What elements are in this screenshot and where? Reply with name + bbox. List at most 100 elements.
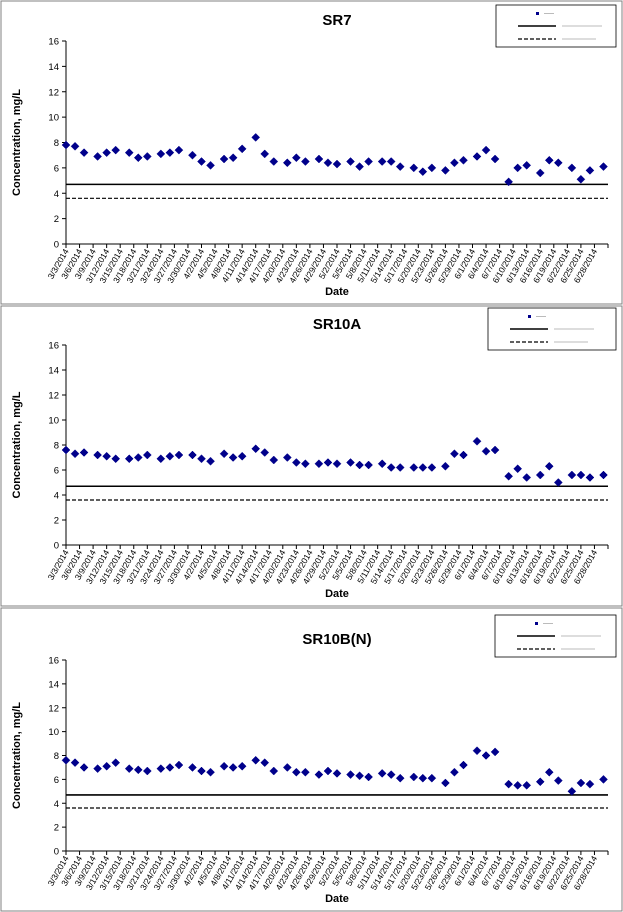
y-tick-label: 14 (48, 679, 59, 690)
data-point (197, 157, 206, 166)
data-point (355, 460, 364, 470)
data-point (459, 450, 468, 460)
data-point (156, 454, 166, 464)
data-point (102, 761, 112, 771)
data-point (228, 453, 238, 462)
y-tick-label: 0 (54, 240, 59, 251)
chart-panel-sr10b-n: SR10B(N) 0 2 4 6 8 10 12 14 16 Concentration, mg/L… (0, 607, 623, 912)
y-tick-label: 12 (48, 703, 59, 714)
data-point (142, 766, 152, 776)
data-point (323, 458, 333, 467)
data-point (395, 463, 405, 472)
data-point (251, 133, 261, 142)
y-tick-label: 6 (54, 775, 59, 786)
data-point (377, 459, 387, 469)
data-point (441, 166, 450, 175)
data-point (481, 145, 491, 155)
data-point (599, 775, 608, 784)
data-point (174, 145, 184, 155)
data-point (395, 162, 405, 171)
y-tick-label: 6 (54, 163, 59, 174)
data-point (165, 763, 175, 772)
data-point (346, 157, 355, 166)
data-point (124, 454, 134, 464)
data-point (260, 448, 270, 457)
data-point (93, 450, 102, 460)
data-point (79, 148, 89, 158)
data-point (111, 758, 121, 768)
data-point (386, 770, 396, 779)
data-point (450, 449, 459, 459)
data-point (567, 786, 577, 796)
y-tick-label: 8 (54, 751, 59, 762)
data-point (206, 767, 215, 777)
y-tick-label: 2 (54, 823, 59, 834)
data-point (585, 473, 595, 482)
y-tick-label: 14 (48, 366, 59, 377)
data-point (111, 454, 121, 464)
data-point (355, 162, 364, 171)
data-point (459, 760, 468, 770)
data-point (251, 755, 261, 765)
y-tick-label: 6 (54, 466, 59, 477)
data-point (111, 145, 121, 155)
data-point (79, 448, 89, 457)
data-point (314, 459, 324, 469)
data-point (409, 772, 419, 782)
data-point (386, 157, 396, 166)
chart-title: SR10B(N) (302, 631, 371, 648)
data-point (472, 152, 482, 161)
legend (494, 614, 617, 658)
data-point (386, 463, 396, 472)
data-point (291, 153, 301, 163)
data-point (237, 451, 247, 461)
data-point (124, 764, 134, 773)
data-point (553, 478, 563, 487)
data-point (206, 160, 215, 170)
data-point (377, 769, 387, 778)
data-point (197, 766, 206, 776)
chart-title: SR10A (313, 316, 362, 333)
data-point (188, 450, 197, 460)
data-point (260, 758, 270, 768)
data-point (219, 449, 229, 459)
y-tick-label: 4 (54, 491, 59, 502)
y-tick-label: 0 (54, 847, 59, 858)
data-point (441, 778, 450, 788)
data-point (490, 747, 500, 757)
data-point (165, 148, 175, 158)
data-point (291, 767, 301, 777)
data-point (61, 755, 71, 765)
data-point (93, 152, 102, 161)
data-point (301, 157, 310, 166)
data-point (174, 450, 184, 460)
y-tick-label: 0 (54, 541, 59, 552)
data-point (364, 157, 373, 166)
data-point (585, 779, 595, 789)
data-point (522, 473, 532, 482)
data-point (409, 163, 419, 173)
data-point (418, 167, 428, 177)
data-point (427, 163, 437, 173)
data-point (544, 767, 554, 777)
x-axis-title: Date (325, 588, 349, 600)
data-point (513, 163, 523, 173)
legend-marker-sample (536, 12, 539, 15)
y-tick-label: 12 (48, 391, 59, 402)
data-point (79, 763, 89, 772)
data-point (553, 776, 563, 785)
data-point (133, 453, 143, 462)
data-point (504, 177, 513, 187)
data-point (522, 160, 532, 170)
data-point (544, 461, 554, 471)
data-point (567, 163, 577, 173)
data-point (377, 157, 387, 166)
chart-frame (0, 607, 623, 912)
data-point (395, 773, 405, 783)
y-tick-label: 10 (48, 727, 59, 738)
data-point (522, 780, 532, 790)
data-point (513, 464, 523, 474)
